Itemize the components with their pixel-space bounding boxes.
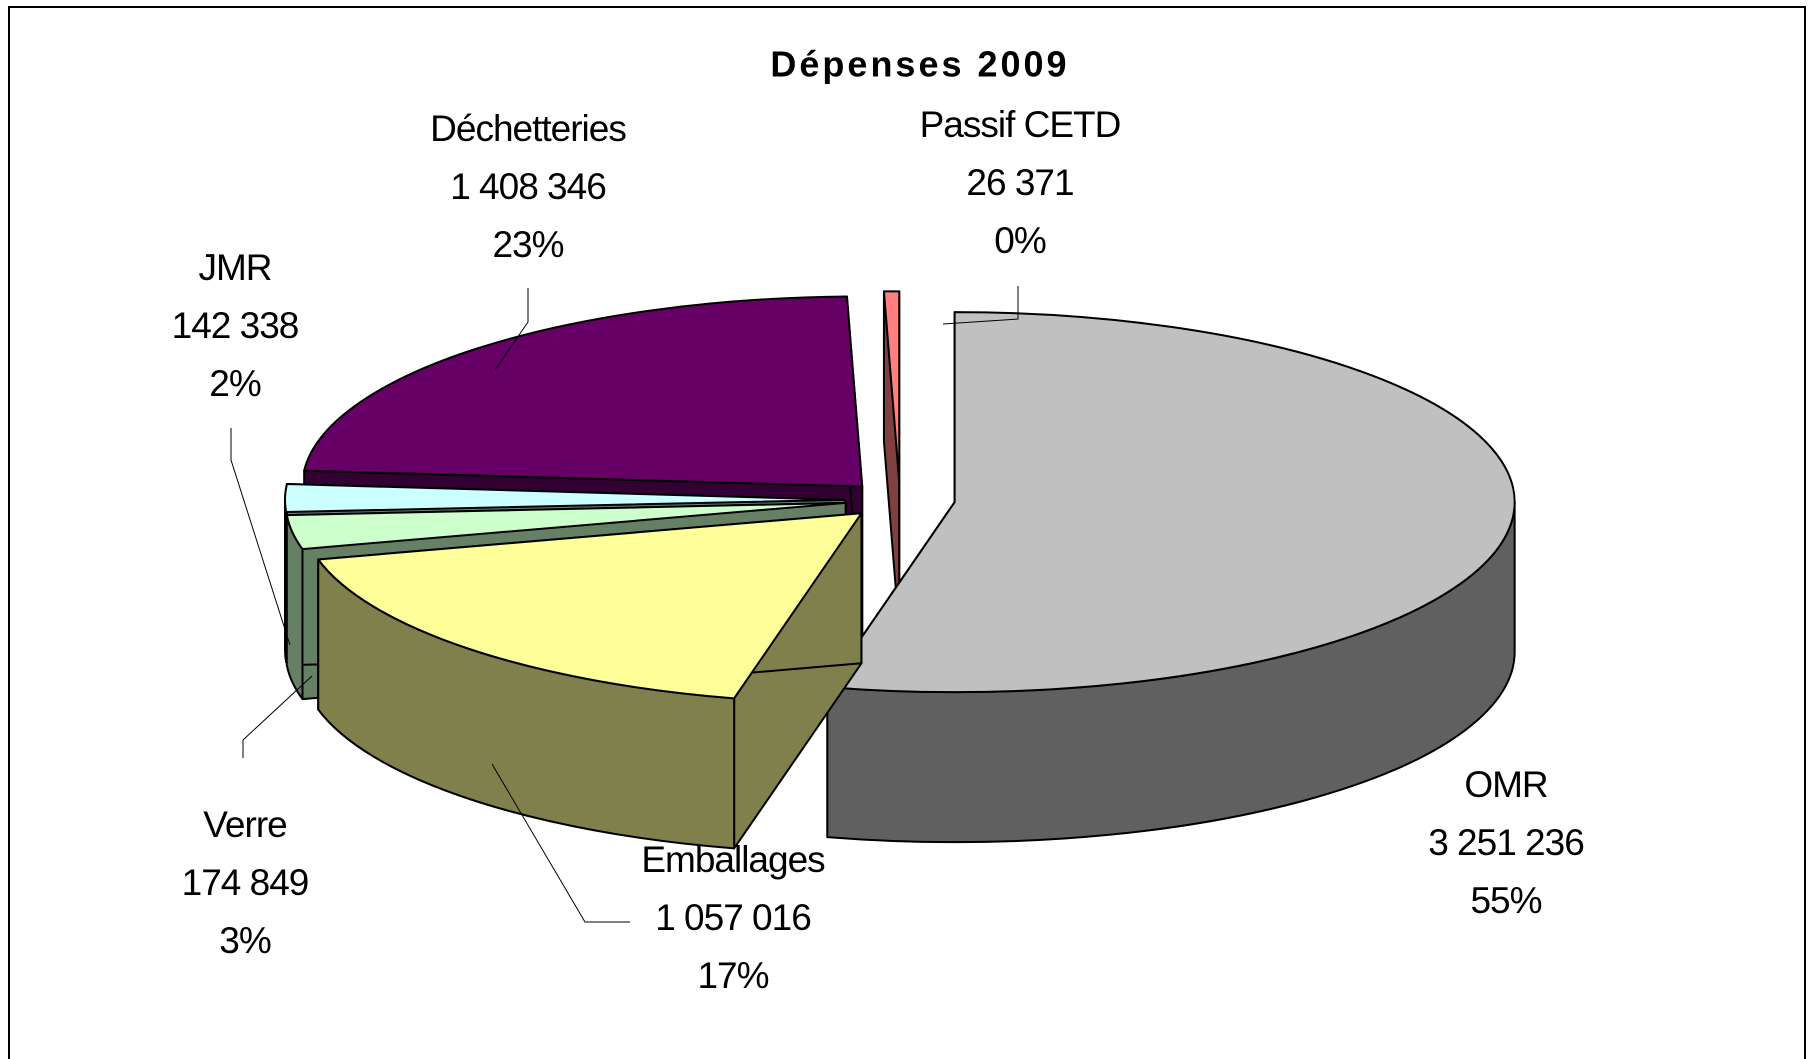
data-label-name: Déchetteries	[430, 108, 626, 149]
slice-top	[826, 311, 1516, 694]
slice-top	[303, 295, 864, 488]
data-label-value: 1 057 016	[655, 897, 811, 938]
data-label-percent: 0%	[994, 220, 1046, 261]
slice-top	[882, 290, 901, 483]
leader-line	[942, 286, 1019, 325]
data-label-percent: 23%	[492, 224, 563, 265]
leader-line	[242, 675, 313, 758]
data-label-percent: 2%	[209, 363, 261, 404]
data-label-value: 26 371	[966, 162, 1073, 203]
slice-top	[284, 483, 847, 514]
data-label-value: 1 408 346	[450, 166, 606, 207]
data-label-name: Emballages	[641, 839, 825, 880]
slice-top	[317, 512, 863, 700]
slice	[882, 290, 901, 633]
data-label-value: 174 849	[182, 862, 309, 903]
data-label-value: 142 338	[172, 305, 299, 346]
leader-line	[494, 288, 529, 371]
chart-title: Dépenses 2009	[770, 44, 1069, 85]
data-label-percent: 55%	[1470, 880, 1541, 921]
slice	[826, 311, 1516, 844]
slice-top	[285, 501, 847, 551]
data-label-name: Verre	[203, 804, 286, 845]
slice	[317, 512, 863, 850]
leader-line	[491, 763, 630, 923]
data-label-value: 3 251 236	[1428, 822, 1584, 863]
data-label-name: Passif CETD	[920, 104, 1121, 145]
data-label-name: OMR	[1464, 764, 1547, 805]
leader-line	[230, 428, 291, 646]
data-label-name: JMR	[198, 247, 271, 288]
data-label-percent: 3%	[219, 920, 271, 961]
data-label-percent: 17%	[697, 955, 768, 996]
